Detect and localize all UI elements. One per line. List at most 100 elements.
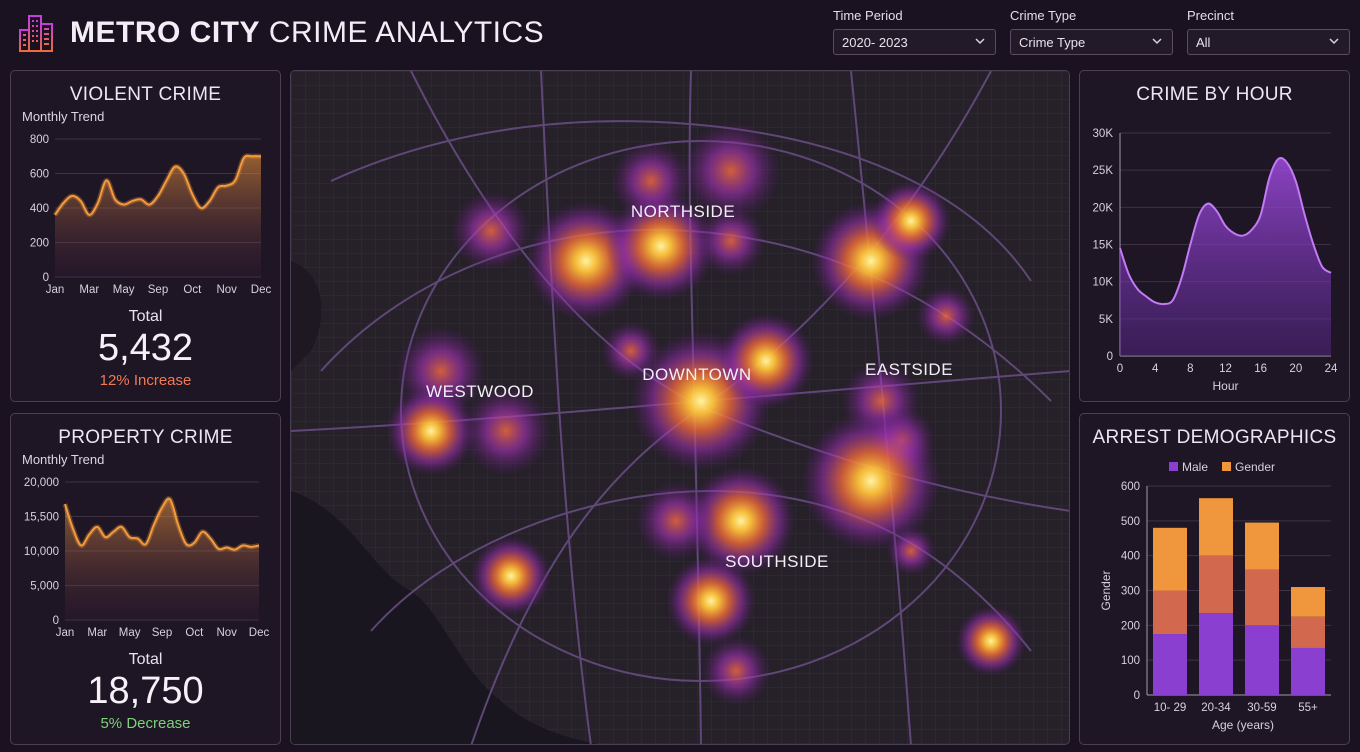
x-tick-label: 55+ [1298,702,1318,714]
property-crime-chart: 0 5,000 10,000 15,500 20,000 Jan Mar May Sep Oct N… [24,477,270,639]
x-tick-label: Sep [148,284,168,296]
series-line [1119,157,1332,306]
crime-by-hour-chart: 0 5K 10K 15K 20K 25K 30K 0 4 8 12 16 20 24 Hour [1093,128,1338,393]
chevron-down-icon [1329,38,1339,45]
x-tick-label: 20-34 [1201,702,1231,714]
map-label-westwood: WESTWOOD [426,382,534,401]
violent-crime-title: VIOLENT CRIME [69,84,222,105]
series-line [54,154,262,216]
x-tick-label: 4 [1152,363,1159,375]
property-crime-title: PROPERTY CRIME [58,427,233,448]
violent-total-value: 5,432 [97,327,194,369]
area-fill [65,498,259,620]
x-tick-label: Mar [87,627,107,639]
map-water [291,491,599,744]
property-delta: 5% Decrease [100,715,191,732]
legend-label: Male [1182,460,1208,474]
y-tick-label: 0 [43,272,49,284]
x-tick-label: 24 [1325,363,1338,375]
app-title-bold: METRO CITY [70,16,260,49]
property-total-label: Total [128,651,163,668]
x-tick-label: May [113,284,135,296]
y-tick-label: 200 [1121,620,1140,632]
chevron-down-icon [975,38,985,45]
crime-type-filter: Crime Type Crime Type [1010,8,1173,55]
crime-type-value: Crime Type [1019,35,1086,50]
time-period-label: Time Period [833,8,903,23]
crime-type-select[interactable]: Crime Type [1010,29,1173,55]
crime-by-hour-panel: CRIME BY HOUR 0 5K 10K 15K 20K 25K 30K 0 4 8 12 16 2… [1079,70,1350,402]
x-tick-label: Sep [152,627,172,639]
y-tick-label: 400 [1121,551,1140,563]
crime-by-hour-title: CRIME BY HOUR [1136,84,1293,105]
x-tick-label: Oct [185,627,204,639]
x-tick-label: 10- 29 [1154,702,1187,714]
x-tick-label: 0 [1117,363,1123,375]
property-total-value: 18,750 [87,670,204,712]
property-crime-panel: PROPERTY CRIME Monthly Trend 0 5,000 10,00… [10,413,281,745]
time-period-value: 2020- 2023 [842,35,908,50]
bar-segment [1199,555,1233,614]
crime-type-label: Crime Type [1010,8,1077,23]
heatmap-panel: NORTHSIDE WESTWOOD DOWNTOWN EASTSIDE SOU… [290,70,1070,745]
bar-segment [1153,590,1187,635]
x-tick-label: 16 [1254,363,1267,375]
x-tick-label: 12 [1219,363,1232,375]
time-period-select[interactable]: 2020- 2023 [833,29,996,55]
app-title: METRO CITY CRIME ANALYTICS [70,16,544,50]
x-tick-label: Mar [79,284,99,296]
y-tick-label: 15,500 [24,512,59,524]
arrest-demographics-title: ARREST DEMOGRAPHICS [1092,427,1337,448]
map-label-northside: NORTHSIDE [631,202,735,221]
bar-segment [1153,634,1187,695]
y-tick-label: 500 [1121,516,1140,528]
bar-segment [1245,522,1279,570]
y-tick-label: 10K [1093,277,1114,289]
y-tick-label: 0 [1107,351,1113,363]
x-tick-label: Dec [251,284,272,296]
x-tick-label: Nov [216,627,237,639]
y-tick-label: 5K [1099,314,1113,326]
y-axis-title: Gender [1099,570,1113,610]
heat-hotspots [386,121,1026,706]
map-water-west [291,261,322,371]
y-tick-label: 0 [1134,690,1140,702]
x-tick-label: Jan [56,627,75,639]
y-tick-label: 30K [1093,128,1114,140]
violent-crime-chart: 0 200 400 600 800 Jan Mar May Sep Oct Nov Dec [30,134,272,296]
y-tick-label: 15K [1093,240,1114,252]
y-tick-label: 5,000 [30,581,59,593]
y-tick-label: 600 [1121,481,1140,493]
y-tick-label: 600 [30,169,49,181]
violent-crime-subtitle: Monthly Trend [22,109,105,124]
city-buildings-icon [17,15,55,52]
bar-segment [1291,587,1325,617]
x-tick-label: Dec [249,627,270,639]
bar-segment [1291,647,1325,695]
legend-label: Gender [1235,460,1275,474]
y-tick-label: 20K [1093,202,1114,214]
map-label-southside: SOUTHSIDE [725,552,829,571]
violent-crime-panel: VIOLENT CRIME Monthly Trend 0 200 400 600 80… [10,70,281,402]
x-axis-title: Hour [1212,379,1238,393]
property-crime-subtitle: Monthly Trend [22,452,105,467]
chevron-down-icon [1152,38,1162,45]
x-tick-label: 8 [1187,363,1193,375]
x-tick-label: Jan [46,284,65,296]
x-tick-label: May [119,627,141,639]
legend-swatch [1169,462,1178,471]
x-axis-title: Age (years) [1212,718,1274,732]
y-tick-label: 0 [53,615,59,627]
violent-total-label: Total [128,308,163,325]
precinct-filter: Precinct All [1187,8,1350,55]
precinct-select[interactable]: All [1187,29,1350,55]
map-label-eastside: EASTSIDE [865,360,953,379]
area-fill [1120,158,1331,356]
y-tick-label: 100 [1121,655,1140,667]
y-tick-label: 800 [30,134,49,146]
x-tick-label: 30-59 [1247,702,1276,714]
time-period-filter: Time Period 2020- 2023 [833,8,996,55]
bar-segment [1153,527,1187,591]
crime-heatmap[interactable]: NORTHSIDE WESTWOOD DOWNTOWN EASTSIDE SOU… [291,71,1070,745]
bar-segment [1199,498,1233,556]
